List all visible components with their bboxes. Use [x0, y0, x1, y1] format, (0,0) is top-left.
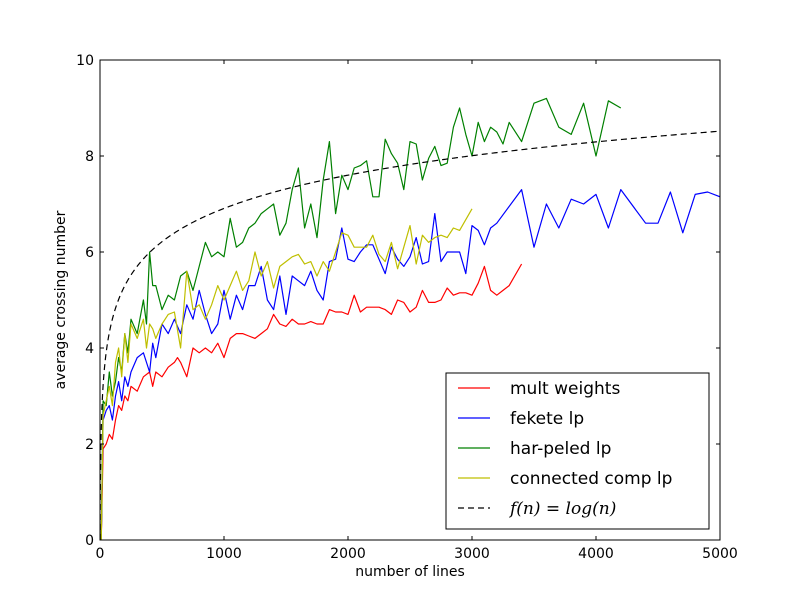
y-tick-label: 0	[85, 533, 94, 549]
legend-box	[445, 372, 710, 530]
series-line-connected-comp-lp	[100, 208, 473, 540]
legend-label: fekete lp	[510, 409, 584, 429]
y-tick-label: 2	[85, 437, 94, 453]
legend-label: f(n) = log(n)	[508, 499, 616, 519]
plot-frame	[99, 59, 721, 541]
series-layer	[100, 97, 720, 540]
y-axis-label: average crossing number	[53, 210, 69, 389]
x-tick-label: 3000	[454, 546, 490, 562]
x-tick-label: 5000	[702, 546, 738, 562]
legend-label: mult weights	[510, 379, 620, 399]
x-tick-label: 2000	[330, 546, 366, 562]
x-tick-label: 4000	[578, 546, 614, 562]
legend: mult weights fekete lp har-peled lp connect…	[445, 372, 710, 530]
y-axis: 0 2 4 6 8 10	[76, 53, 720, 549]
y-tick-label: 8	[85, 149, 94, 165]
series-line-fekete-lp	[100, 189, 720, 540]
x-axis: 0 1000 2000 3000 4000 5000	[96, 60, 738, 562]
y-tick-label: 4	[85, 341, 94, 357]
x-axis-label: number of lines	[355, 564, 465, 580]
y-tick-label: 6	[85, 245, 94, 261]
series-line-har-peled-lp	[100, 97, 622, 540]
legend-label: har-peled lp	[510, 439, 611, 459]
series-line-f-n-log-n	[100, 130, 720, 540]
x-tick-label: 0	[96, 546, 105, 562]
legend-label: connected comp lp	[510, 469, 672, 489]
series-line-mult-weights	[100, 263, 523, 540]
x-tick-label: 1000	[206, 546, 242, 562]
y-tick-label: 10	[76, 53, 94, 69]
